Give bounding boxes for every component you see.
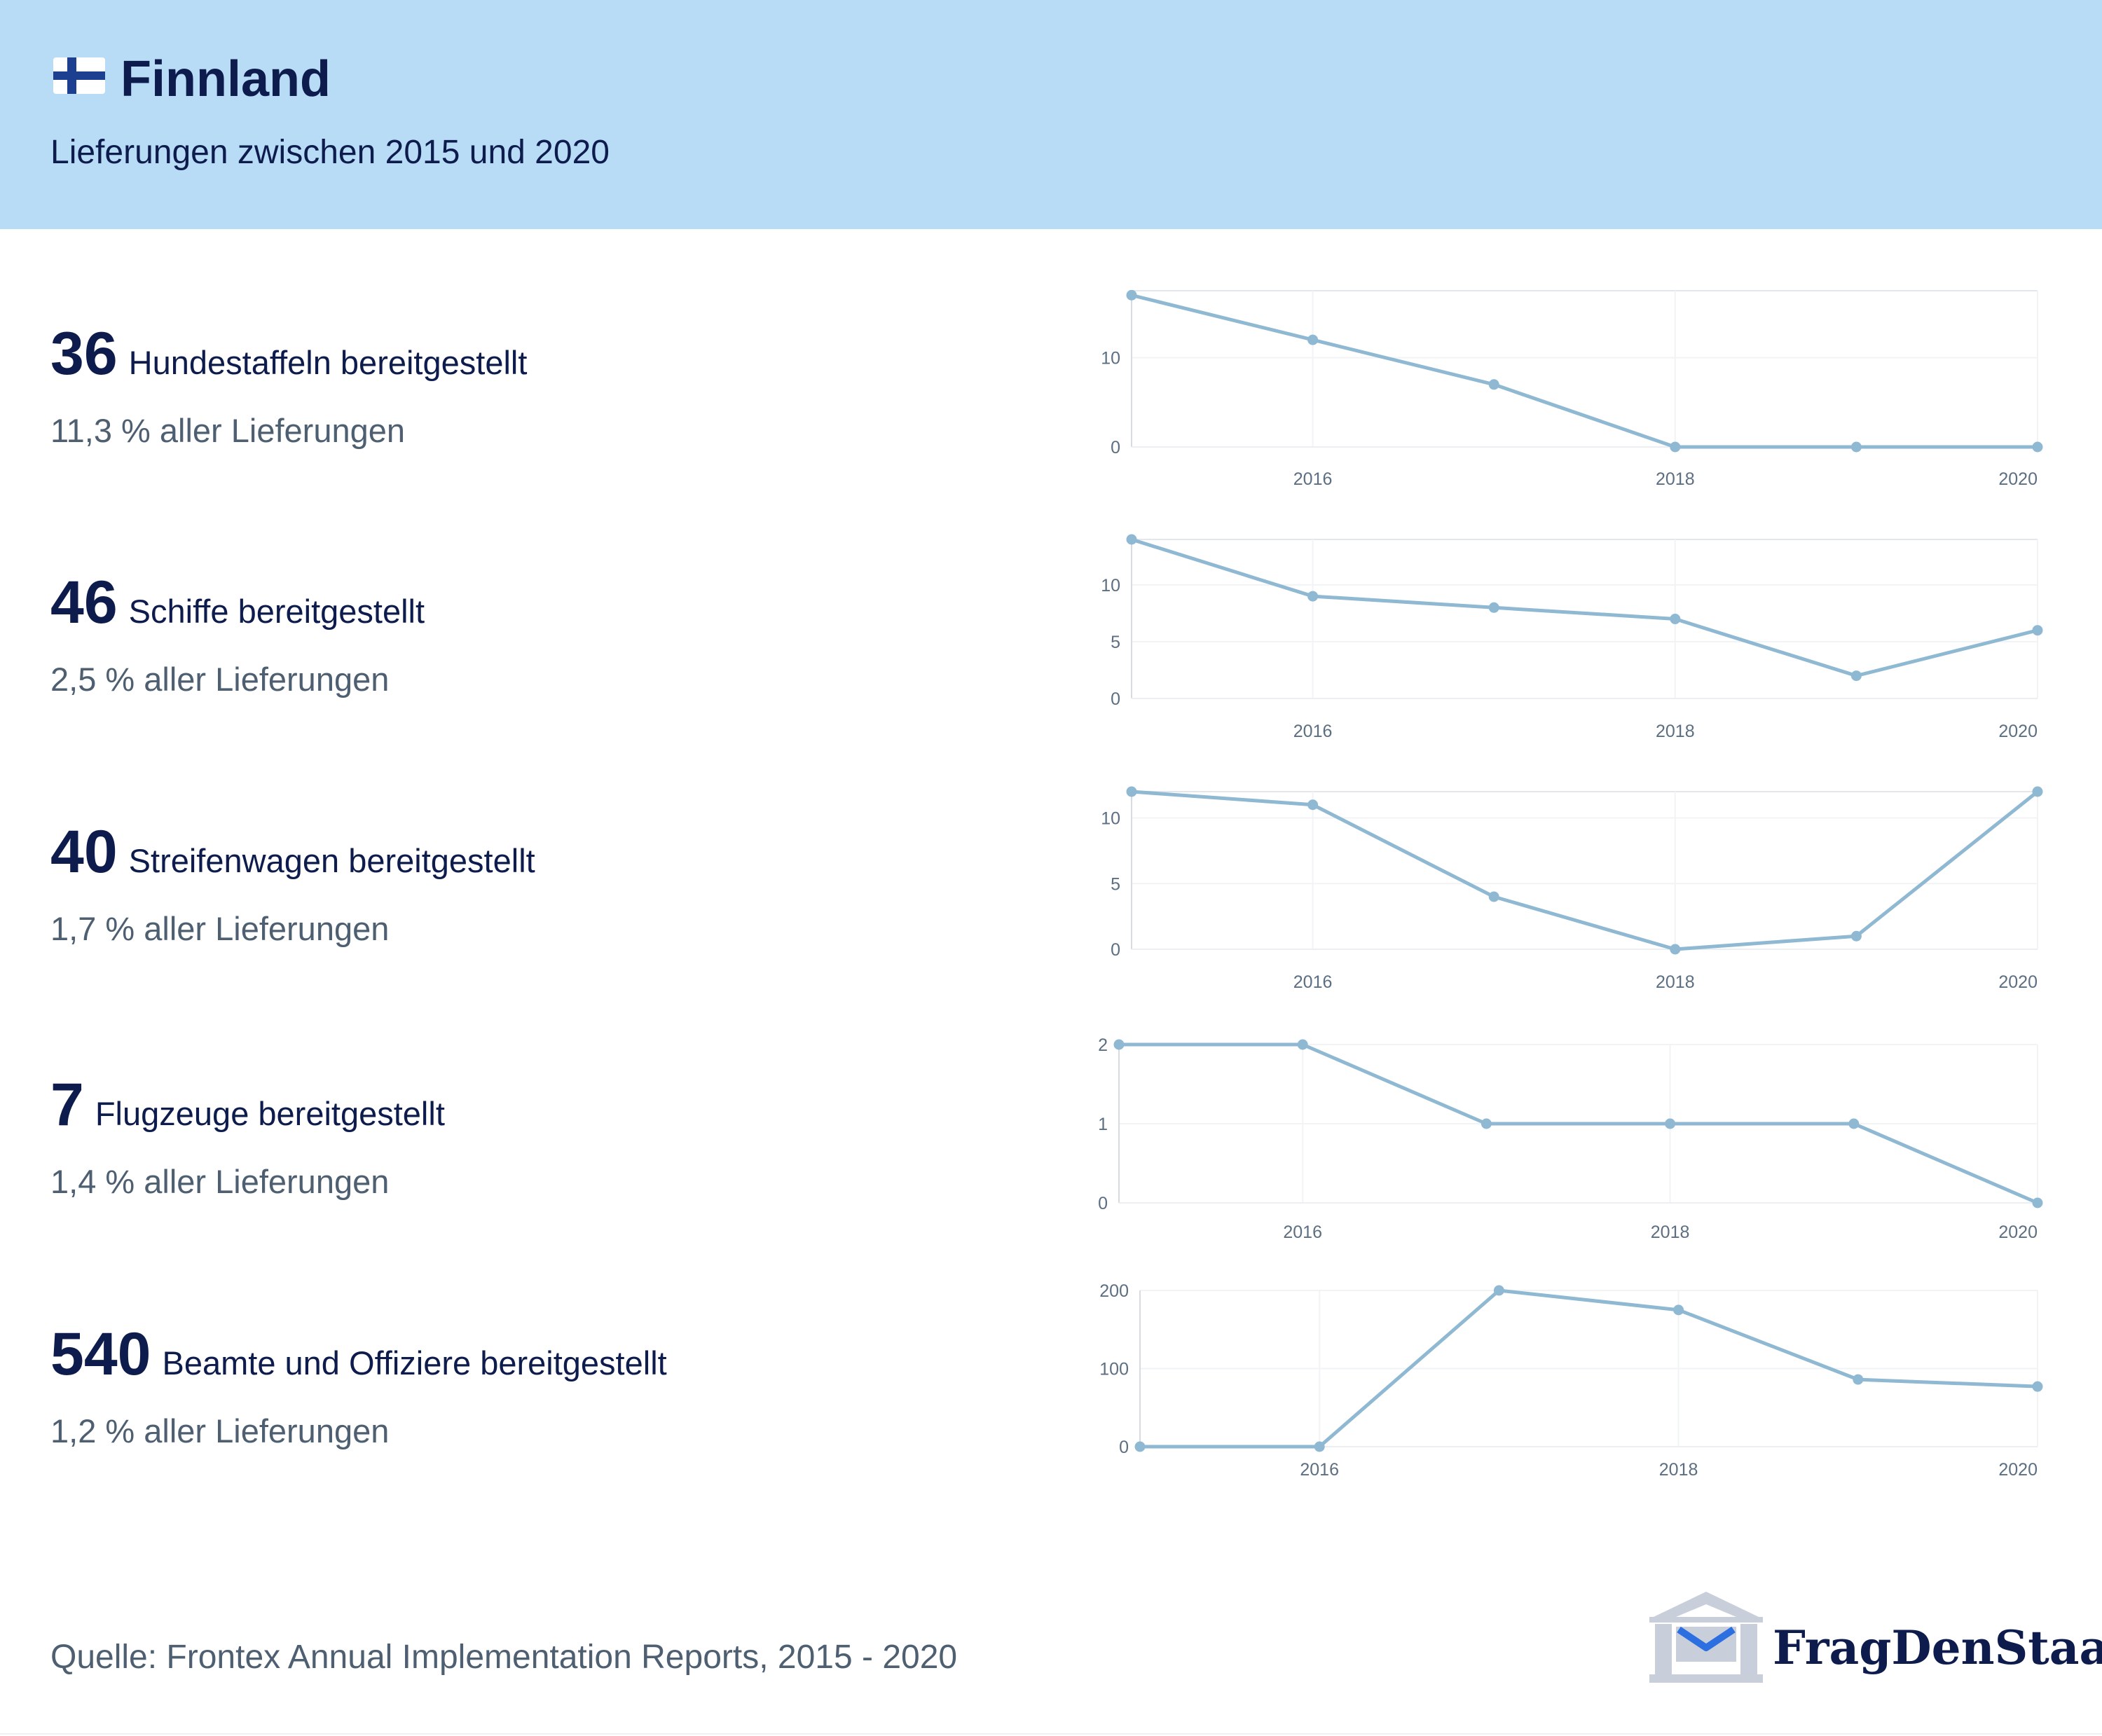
x-tick-label: 2018 xyxy=(1651,1222,1690,1242)
data-point xyxy=(2032,1197,2043,1208)
stat-label: Beamte und Offiziere bereitgestellt xyxy=(162,1344,667,1382)
stat-number: 40 xyxy=(50,818,118,886)
data-point xyxy=(1488,602,1499,613)
x-tick-label: 2018 xyxy=(1656,972,1695,992)
series-line xyxy=(1119,1042,2038,1205)
y-tick-label: 100 xyxy=(1099,1360,1129,1379)
line-chart-officers: 0 100 200 2016 2018 2020 xyxy=(1099,1281,2043,1480)
y-tick-label: 10 xyxy=(1101,576,1120,595)
y-tick-label: 0 xyxy=(1111,438,1120,457)
data-point xyxy=(1670,944,1681,955)
stat-block-aircraft: 7 Flugzeuge bereitgestellt 1,4 % aller Li… xyxy=(50,1070,445,1206)
y-tick-label: 1 xyxy=(1098,1115,1108,1134)
data-point xyxy=(1314,1441,1325,1452)
data-point xyxy=(1850,930,1862,942)
data-point xyxy=(1665,1118,1676,1129)
header: Finnland Lieferungen zwischen 2015 und 2… xyxy=(0,0,2102,229)
x-tick-label: 2020 xyxy=(1998,1222,2038,1242)
stat-share: 1,4 % aller Lieferungen xyxy=(50,1163,390,1200)
x-tick-label: 2016 xyxy=(1293,722,1333,741)
y-tick-label: 5 xyxy=(1111,633,1120,652)
x-tick-label: 2016 xyxy=(1283,1222,1322,1242)
data-point xyxy=(1126,289,1137,301)
y-tick-label: 200 xyxy=(1099,1281,1129,1301)
data-point xyxy=(1307,334,1319,345)
y-tick-label: 0 xyxy=(1111,689,1120,709)
series-line xyxy=(1131,537,2038,678)
data-point xyxy=(1848,1118,1860,1129)
x-tick-label: 2016 xyxy=(1293,972,1333,992)
x-tick-label: 2020 xyxy=(1998,1460,2038,1480)
data-point xyxy=(2032,786,2043,797)
x-tick-label: 2020 xyxy=(1998,972,2038,992)
fragdenstaat-logo-icon xyxy=(1649,1592,1763,1683)
series-line xyxy=(1131,293,2038,449)
stat-block-patrol-cars: 40 Streifenwagen bereitgestellt 1,7 % all… xyxy=(50,817,535,953)
stat-number: 46 xyxy=(50,569,118,636)
data-point xyxy=(1126,534,1137,545)
y-tick-label: 0 xyxy=(1111,940,1120,960)
x-tick-label: 2018 xyxy=(1656,722,1695,741)
data-point xyxy=(1853,1374,1864,1385)
stat-label: Hundestaffeln bereitgestellt xyxy=(128,344,528,381)
x-tick-label: 2020 xyxy=(1998,469,2038,489)
page-title: Finnland xyxy=(121,51,331,107)
stat-label: Streifenwagen bereitgestellt xyxy=(128,842,535,879)
page-subtitle: Lieferungen zwischen 2015 und 2020 xyxy=(50,134,610,171)
stat-share: 1,2 % aller Lieferungen xyxy=(50,1412,390,1449)
stat-number: 36 xyxy=(50,320,118,387)
data-point xyxy=(2032,625,2043,636)
stat-share: 11,3 % aller Lieferungen xyxy=(50,412,406,449)
stat-block-officers: 540 Beamte und Offiziere bereitgestellt 1… xyxy=(50,1319,667,1456)
data-point xyxy=(1488,891,1499,902)
data-point xyxy=(1850,670,1862,682)
data-point xyxy=(1307,799,1319,811)
data-point xyxy=(1481,1118,1492,1129)
stat-block-ships: 46 Schiffe bereitgestellt 2,5 % aller Lie… xyxy=(50,567,425,704)
y-tick-label: 0 xyxy=(1098,1194,1108,1213)
x-tick-label: 2016 xyxy=(1300,1460,1339,1480)
stat-block-dog-teams: 36 Hundestaffeln bereitgestellt 11,3 % al… xyxy=(50,319,527,455)
line-chart-aircraft: 0 1 2 2016 2018 2020 xyxy=(1098,1035,2043,1242)
line-chart-dog-teams: 0 10 2016 2018 2020 xyxy=(1101,289,2043,489)
data-point xyxy=(1113,1039,1125,1050)
data-point xyxy=(1850,441,1862,453)
stat-label: Flugzeuge bereitgestellt xyxy=(95,1095,445,1132)
stat-number: 7 xyxy=(50,1071,84,1138)
y-tick-label: 10 xyxy=(1101,809,1120,829)
data-point xyxy=(1673,1304,1684,1316)
y-tick-label: 2 xyxy=(1098,1035,1108,1055)
series-line xyxy=(1131,790,2039,951)
stat-share: 2,5 % aller Lieferungen xyxy=(50,661,390,698)
data-point xyxy=(2032,441,2043,453)
y-tick-label: 0 xyxy=(1119,1438,1129,1457)
data-point xyxy=(1493,1285,1504,1296)
source-note: Quelle: Frontex Annual Implementation Re… xyxy=(50,1639,958,1676)
data-point xyxy=(2032,1381,2043,1392)
line-chart-ships: 0 5 10 2016 2018 2020 xyxy=(1101,534,2043,741)
finland-flag-icon xyxy=(53,57,105,94)
fragdenstaat-logo-text: FragDenStaat xyxy=(1773,1620,2102,1675)
data-point xyxy=(1134,1441,1146,1452)
stat-label: Schiffe bereitgestellt xyxy=(128,593,425,630)
x-tick-label: 2016 xyxy=(1293,469,1333,489)
data-point xyxy=(1670,441,1681,453)
data-point xyxy=(1307,591,1319,602)
x-tick-label: 2018 xyxy=(1656,469,1695,489)
y-tick-label: 10 xyxy=(1101,349,1120,368)
data-point xyxy=(1297,1039,1308,1050)
data-point xyxy=(1488,379,1499,390)
x-tick-label: 2020 xyxy=(1998,722,2038,741)
y-tick-label: 5 xyxy=(1111,874,1120,894)
line-chart-patrol-cars: 0 5 10 2016 2018 2020 xyxy=(1101,786,2043,992)
stat-number: 540 xyxy=(50,1321,151,1388)
stat-share: 1,7 % aller Lieferungen xyxy=(50,910,390,947)
series-line xyxy=(1140,1288,2038,1449)
x-tick-label: 2018 xyxy=(1659,1460,1698,1480)
bottom-divider xyxy=(0,1733,2102,1735)
data-point xyxy=(1126,786,1137,797)
data-point xyxy=(1670,614,1681,624)
